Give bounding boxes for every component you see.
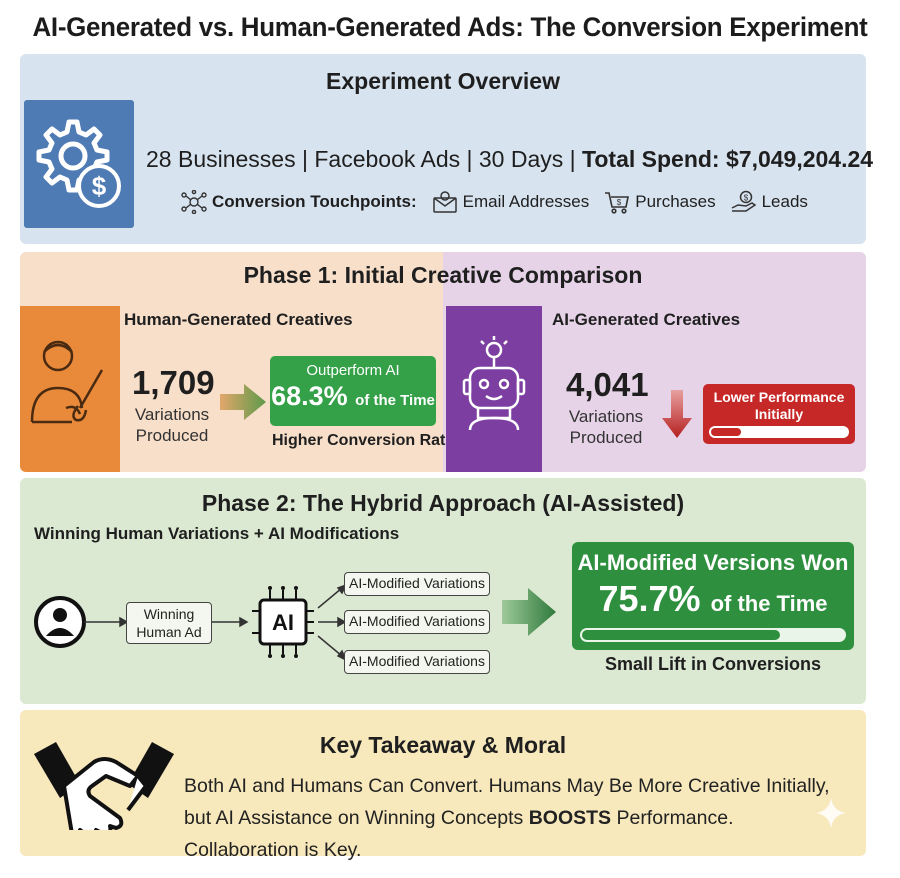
human-creatives-heading: Human-Generated Creatives: [124, 310, 353, 329]
touchpoint-email: Email Addresses: [431, 190, 590, 214]
ai-variations-label: Variations Produced: [560, 406, 652, 448]
touchpoint-email-label: Email Addresses: [462, 192, 590, 211]
human-variations-label-line1: Variations: [134, 405, 210, 424]
touchpoint-leads: $ Leads: [730, 190, 808, 214]
ai-variation-box: AI-Modified Variations: [344, 572, 490, 596]
result-value: 75.7% of the Time: [572, 578, 854, 620]
flow-arrowhead: [337, 616, 347, 628]
flow-arrowhead: [119, 616, 129, 628]
human-outperform-badge: Outperform AI 68.3% of the Time: [270, 356, 436, 426]
flow-connector: [317, 635, 343, 657]
human-variations-label: Variations Produced: [126, 404, 218, 446]
platform-stat: Facebook Ads: [314, 146, 461, 172]
experiment-overview-panel: Experiment Overview $ 28 Businesses | Fa…: [20, 54, 873, 244]
winning-ad-line1: Winning: [143, 606, 195, 622]
ai-creatives-heading: AI-Generated Creatives: [552, 310, 741, 329]
phase2-caption: Small Lift in Conversions: [604, 654, 822, 674]
svg-text:$: $: [743, 194, 748, 203]
robot-icon: [446, 306, 542, 472]
ai-badge-line1: Lower Performance: [713, 389, 845, 405]
hybrid-flow-diagram: AI: [34, 583, 556, 662]
flow-arrowhead: [239, 616, 249, 628]
ai-lower-performance-badge: Lower Performance Initially: [703, 384, 855, 444]
artist-icon: [20, 306, 120, 472]
arrow-right-icon: [220, 384, 266, 420]
svg-text:$: $: [617, 198, 622, 207]
ai-variation-box: AI-Modified Variations: [344, 610, 490, 634]
takeaway-text-start: Both AI and Humans Can Convert. Humans M…: [184, 775, 830, 829]
winning-human-ad-box: Winning Human Ad: [126, 602, 212, 644]
result-suffix: of the Time: [710, 591, 828, 616]
cart-icon: $: [605, 192, 630, 214]
ai-chip-label: AI: [272, 610, 294, 635]
takeaway-text: Both AI and Humans Can Convert. Humans M…: [184, 770, 844, 866]
human-variations-label-line2: Produced: [135, 426, 209, 445]
ai-performance-bar-fill: [711, 428, 741, 436]
envelope-icon: [432, 191, 457, 213]
ai-variation-box: AI-Modified Variations: [344, 650, 490, 674]
takeaway-text-end: Performance. Collaboration is Key.: [184, 807, 734, 861]
businesses-stat: 28 Businesses: [146, 146, 296, 172]
ai-chip-icon: AI: [252, 586, 314, 658]
touchpoint-purchases-label: Purchases: [635, 192, 716, 211]
takeaway-text-bold: BOOSTS: [528, 807, 612, 829]
person-icon: [34, 596, 86, 648]
phase1-panel: Phase 1: Initial Creative Comparison Hum…: [20, 252, 866, 472]
winning-ad-line2: Human Ad: [136, 624, 202, 640]
experiment-stats: 28 Businesses | Facebook Ads | 30 Days |…: [146, 146, 873, 173]
result-percent: 75.7%: [598, 578, 701, 619]
touchpoints-label: Conversion Touchpoints:: [212, 192, 417, 211]
phase2-panel: Phase 2: The Hybrid Approach (AI-Assiste…: [20, 478, 866, 704]
result-bar-fill: [582, 630, 780, 640]
gear-dollar-icon: $: [24, 100, 134, 228]
phase2-heading: Phase 2: The Hybrid Approach (AI-Assiste…: [201, 490, 685, 516]
stat-separator: |: [301, 146, 308, 172]
page-title: AI-Generated vs. Human-Generated Ads: Th…: [32, 12, 868, 42]
takeaway-panel: Key Takeaway & Moral Both AI and Humans …: [20, 710, 866, 861]
handshake-icon: [34, 742, 174, 830]
duration-stat: 30 Days: [478, 146, 564, 172]
human-badge-line1: Outperform AI: [306, 362, 400, 379]
flow-connector: [317, 587, 343, 609]
result-line1: AI-Modified Versions Won: [577, 550, 849, 575]
svg-text:$: $: [92, 171, 107, 201]
human-caption: Higher Conversion Rate: [272, 432, 455, 449]
ai-modified-win-badge: AI-Modified Versions Won 75.7% of the Ti…: [572, 542, 854, 650]
stat-separator: |: [466, 146, 473, 172]
human-badge-value: 68.3% of the Time: [270, 381, 436, 412]
human-variations-count: 1,709: [132, 364, 215, 401]
arrow-right-icon: [502, 588, 556, 636]
phase2-subheading: Winning Human Variations + AI Modificati…: [34, 524, 400, 543]
touchpoint-purchases: $ Purchases: [603, 190, 716, 214]
arrow-down-icon: [662, 390, 692, 438]
takeaway-heading: Key Takeaway & Moral: [319, 732, 567, 758]
total-spend-stat: Total Spend: $7,049,204.24: [582, 146, 874, 172]
sparkle-icon: [816, 798, 846, 828]
conversion-touchpoints: Conversion Touchpoints: Email Addresses …: [180, 190, 822, 214]
ai-variations-count: 4,041: [566, 366, 649, 403]
human-badge-suffix: of the Time: [355, 392, 435, 409]
ai-variations-label-line2: Produced: [569, 428, 643, 447]
human-badge-percent: 68.3%: [271, 381, 348, 411]
phase1-heading: Phase 1: Initial Creative Comparison: [243, 262, 643, 288]
network-icon: [181, 190, 207, 214]
touchpoint-leads-label: Leads: [761, 192, 808, 211]
ai-variations-label-line1: Variations: [568, 407, 644, 426]
overview-heading: Experiment Overview: [326, 68, 560, 94]
ai-performance-bar-track: [709, 426, 849, 438]
stat-separator: |: [569, 146, 576, 172]
hand-coin-icon: $: [731, 190, 756, 212]
ai-badge-line2: Initially: [754, 406, 804, 422]
